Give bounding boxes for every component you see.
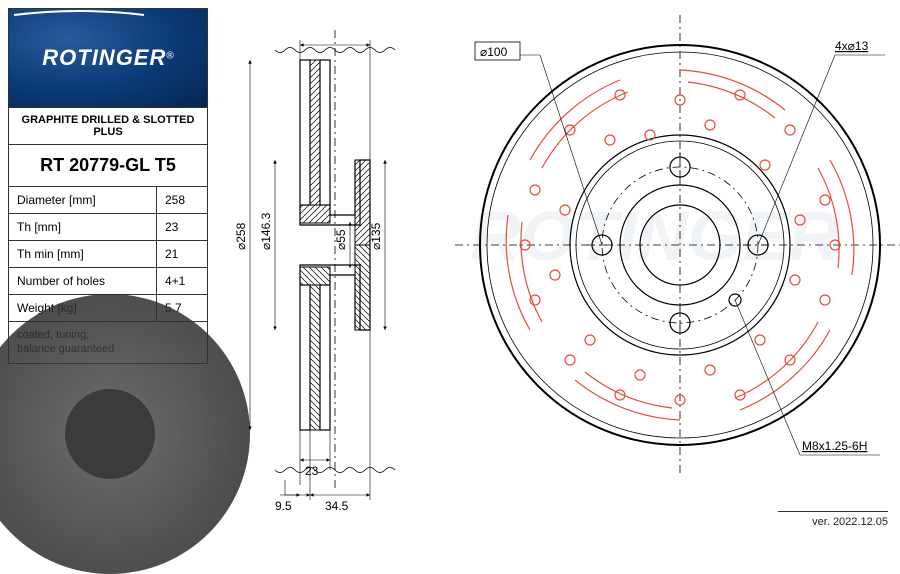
dim-23: 23 [305,464,319,478]
table-row: Th min [mm] 21 [9,241,207,268]
technical-drawing: ROTINGER [220,0,900,534]
spec-value: 23 [157,214,207,240]
dim-d258: ⌀258 [234,222,248,250]
callout-holes: 4x⌀13 [835,39,869,53]
dim-d135: ⌀135 [369,222,383,250]
version-label: ver. 2022.12.05 [778,511,888,528]
brand-logo: ROTINGER® [8,8,208,108]
logo-underline [9,9,149,21]
dim-9p5: 9.5 [275,499,292,513]
spec-value: 4+1 [157,268,207,294]
logo-reg: ® [166,51,173,62]
section-view: ⌀258 ⌀146.3 ⌀55 ⌀135 23 9.5 34.5 [234,30,395,513]
part-number: RT 20779-GL T5 [9,145,207,186]
dim-34p5: 34.5 [325,499,349,513]
drawing-svg: ROTINGER [220,0,900,534]
logo-text: ROTINGER [42,45,166,70]
callout-thread: M8x1.25-6H [802,439,867,453]
front-view: ⌀100 4x⌀13 M8x1.25-6H [455,15,900,475]
table-row: Number of holes 4+1 [9,268,207,295]
dim-d55: ⌀55 [334,229,348,250]
spec-header: GRAPHITE DRILLED & SLOTTED PLUS [9,108,207,144]
callout-pcd: ⌀100 [480,45,508,59]
spec-value: 21 [157,241,207,267]
spec-label: Th min [mm] [9,241,157,267]
spec-label: Number of holes [9,268,157,294]
table-row: Th [mm] 23 [9,214,207,241]
spec-label: Diameter [mm] [9,187,157,213]
dim-d146: ⌀146.3 [259,212,273,250]
spec-value: 258 [157,187,207,213]
spec-label: Th [mm] [9,214,157,240]
background-disc-photo [0,294,250,574]
table-row: Diameter [mm] 258 [9,187,207,214]
